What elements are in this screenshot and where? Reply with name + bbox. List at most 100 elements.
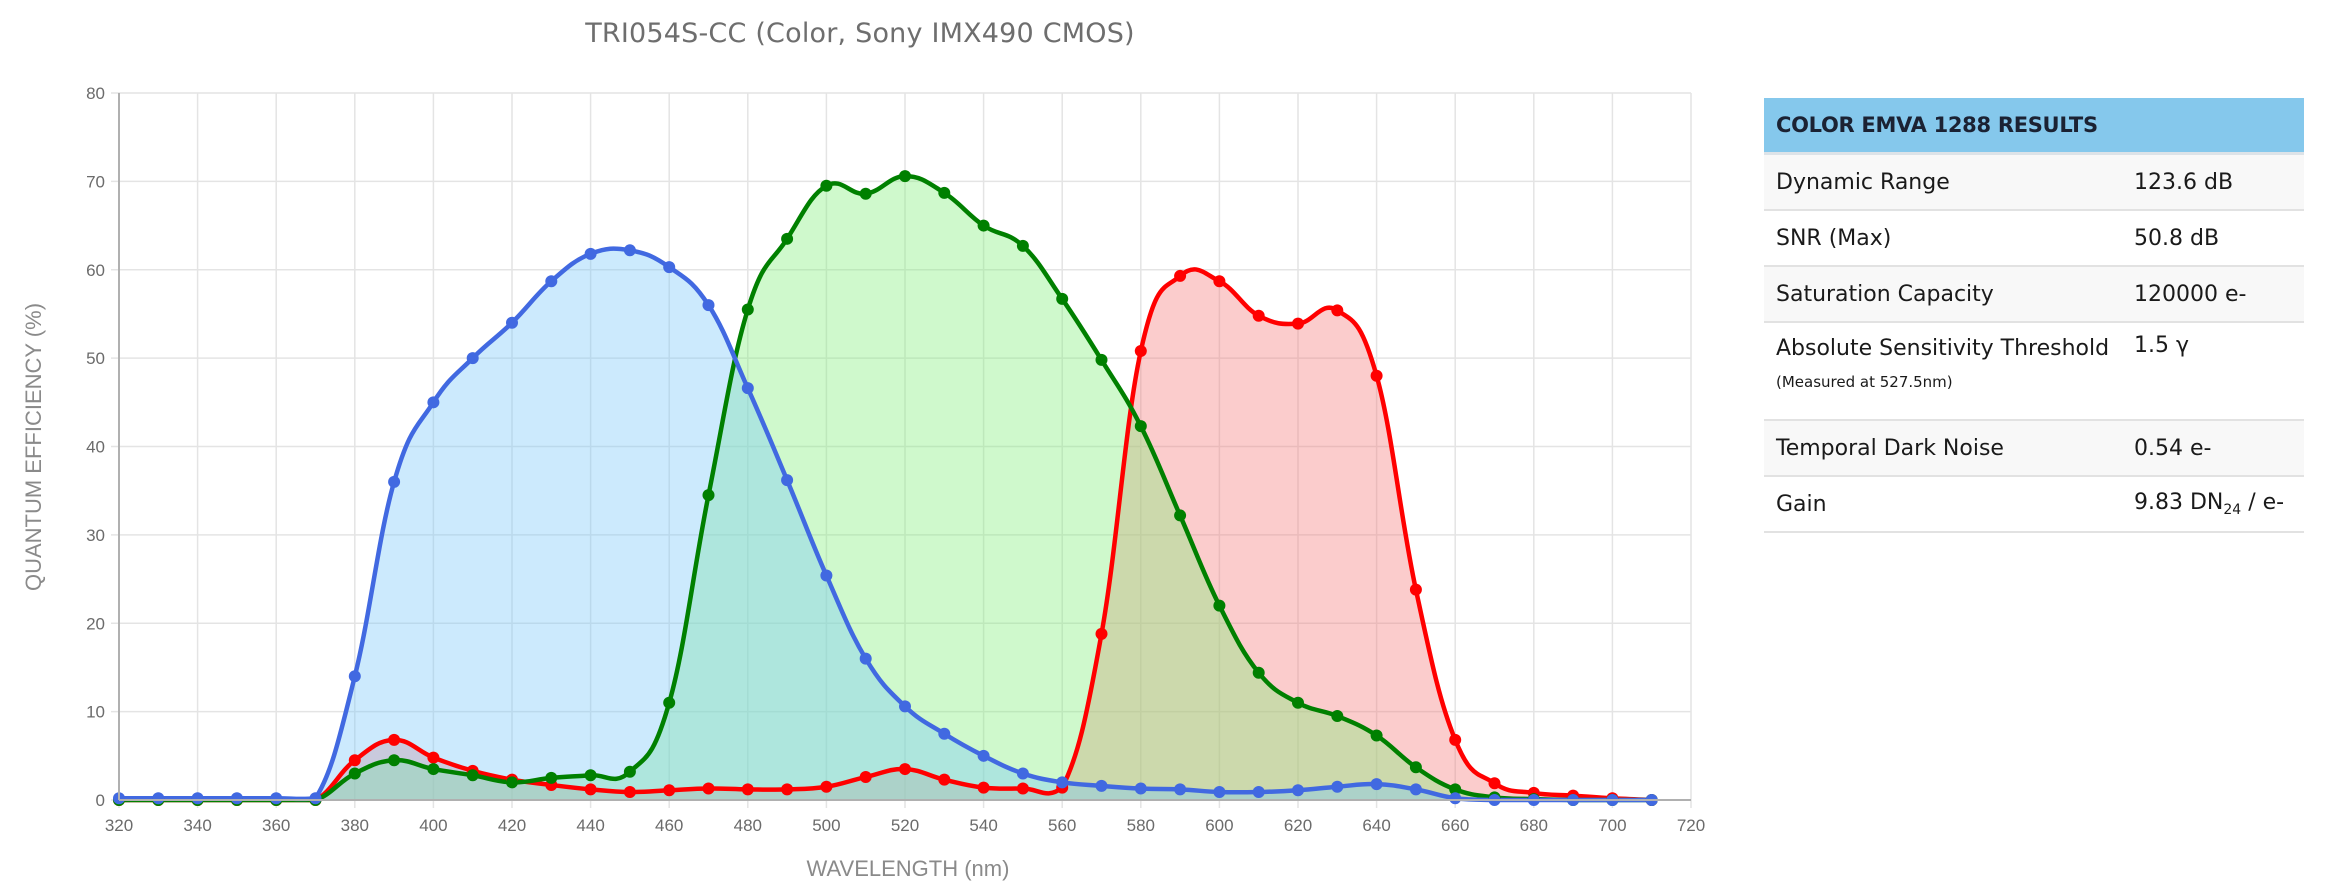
data-point-red [1449, 733, 1462, 746]
table-row-absolute-sensitivity: Absolute Sensitivity Threshold (Measured… [1764, 322, 2304, 421]
data-point-blue [663, 261, 676, 274]
chart-data-points [113, 170, 1658, 806]
data-point-blue [1016, 767, 1029, 780]
x-tick-label: 540 [969, 816, 997, 835]
table-row-dynamic-range: Dynamic Range 123.6 dB [1764, 153, 2304, 211]
data-point-blue [584, 247, 597, 260]
y-tick-label: 70 [86, 172, 105, 191]
data-point-blue [938, 727, 951, 740]
data-point-red [899, 763, 911, 776]
data-point-green [1174, 509, 1187, 522]
data-point-red [1370, 369, 1383, 382]
data-point-green [1213, 599, 1226, 612]
x-tick-label: 580 [1127, 816, 1155, 835]
row-value: 1.5 γ [2122, 322, 2304, 421]
x-tick-label: 440 [576, 816, 604, 835]
data-point-red [1213, 275, 1226, 288]
chart-series-areas [119, 176, 1652, 801]
x-tick-label: 700 [1598, 816, 1626, 835]
data-point-green [1056, 292, 1069, 305]
x-tick-label: 680 [1520, 816, 1548, 835]
data-point-red [741, 783, 754, 796]
data-point-blue [545, 275, 558, 288]
row-label-text: Absolute Sensitivity Threshold [1776, 336, 2110, 361]
data-point-green [1252, 666, 1265, 679]
data-point-blue [1252, 786, 1265, 799]
table-row-saturation-capacity: Saturation Capacity 120000 e- [1764, 266, 2304, 323]
data-point-blue [1331, 780, 1344, 793]
row-label: Saturation Capacity [1764, 266, 2122, 323]
data-point-blue [1409, 783, 1422, 796]
data-point-red [1174, 269, 1187, 282]
data-point-blue [191, 792, 204, 805]
y-tick-label: 40 [86, 438, 105, 457]
x-tick-label: 660 [1441, 816, 1469, 835]
y-tick-label: 60 [86, 261, 105, 280]
data-point-red [1331, 304, 1344, 317]
data-point-blue [466, 352, 479, 365]
data-point-blue [623, 244, 636, 257]
x-tick-label: 720 [1677, 816, 1705, 835]
data-point-green [1409, 761, 1422, 774]
table-row-snr-max: SNR (Max) 50.8 dB [1764, 210, 2304, 267]
data-point-blue [427, 396, 440, 409]
x-tick-label: 640 [1362, 816, 1390, 835]
data-point-red [859, 771, 872, 784]
chart-title: TRI054S-CC (Color, Sony IMX490 CMOS) [585, 18, 1135, 49]
row-label: Temporal Dark Noise [1764, 420, 2122, 477]
data-point-blue [781, 474, 794, 487]
data-point-red [623, 786, 636, 799]
x-tick-label: 460 [655, 816, 683, 835]
chart-axes: 320 340 360 380 400 420 440 460 480 500 520 540 560 5… [86, 84, 1705, 835]
data-point-red [663, 784, 676, 797]
x-tick-label: 420 [498, 816, 526, 835]
area-green [119, 176, 1652, 800]
data-point-green [859, 187, 872, 200]
data-point-green [1370, 729, 1383, 742]
data-point-green [938, 186, 951, 199]
data-point-green [388, 754, 401, 767]
x-tick-label: 380 [341, 816, 369, 835]
data-point-blue [702, 299, 715, 312]
data-point-green [1095, 353, 1108, 366]
gain-unit: / e- [2241, 490, 2285, 515]
gain-value: 9.83 DN [2134, 490, 2224, 515]
y-tick-label: 10 [86, 703, 105, 722]
data-point-green [506, 776, 518, 789]
row-label: Absolute Sensitivity Threshold (Measured… [1764, 322, 2122, 421]
data-point-green [466, 769, 479, 782]
data-point-red [977, 781, 990, 794]
data-point-blue [1370, 778, 1383, 791]
x-tick-label: 320 [105, 816, 133, 835]
data-point-red [1292, 317, 1304, 330]
data-point-green [623, 765, 636, 778]
x-tick-label: 600 [1205, 816, 1233, 835]
data-point-red [938, 773, 951, 786]
data-point-blue [1056, 776, 1069, 789]
row-value: 123.6 dB [2122, 153, 2304, 211]
x-axis-title: WAVELENGTH (nm) [807, 856, 1010, 881]
data-point-red [348, 754, 361, 767]
y-tick-label: 20 [86, 614, 105, 633]
data-point-blue [741, 382, 754, 395]
row-label: SNR (Max) [1764, 210, 2122, 267]
table-header: COLOR EMVA 1288 RESULTS [1764, 98, 2304, 155]
row-value: 0.54 e- [2122, 420, 2304, 477]
data-point-green [1134, 420, 1147, 433]
table-row-temporal-dark-noise: Temporal Dark Noise 0.54 e- [1764, 420, 2304, 477]
data-point-blue [506, 316, 518, 329]
row-value: 50.8 dB [2122, 210, 2304, 267]
data-point-blue [309, 792, 322, 805]
x-tick-label: 500 [812, 816, 840, 835]
data-point-red [427, 751, 440, 764]
data-point-blue [1134, 782, 1147, 795]
data-point-red [1488, 777, 1501, 790]
data-point-green [584, 769, 597, 782]
data-point-red [584, 783, 597, 796]
data-point-red [1016, 782, 1029, 795]
row-value: 120000 e- [2122, 266, 2304, 323]
x-tick-label: 620 [1284, 816, 1312, 835]
x-tick-label: 400 [419, 816, 447, 835]
data-point-red [820, 780, 833, 793]
data-point-red [1095, 627, 1108, 640]
